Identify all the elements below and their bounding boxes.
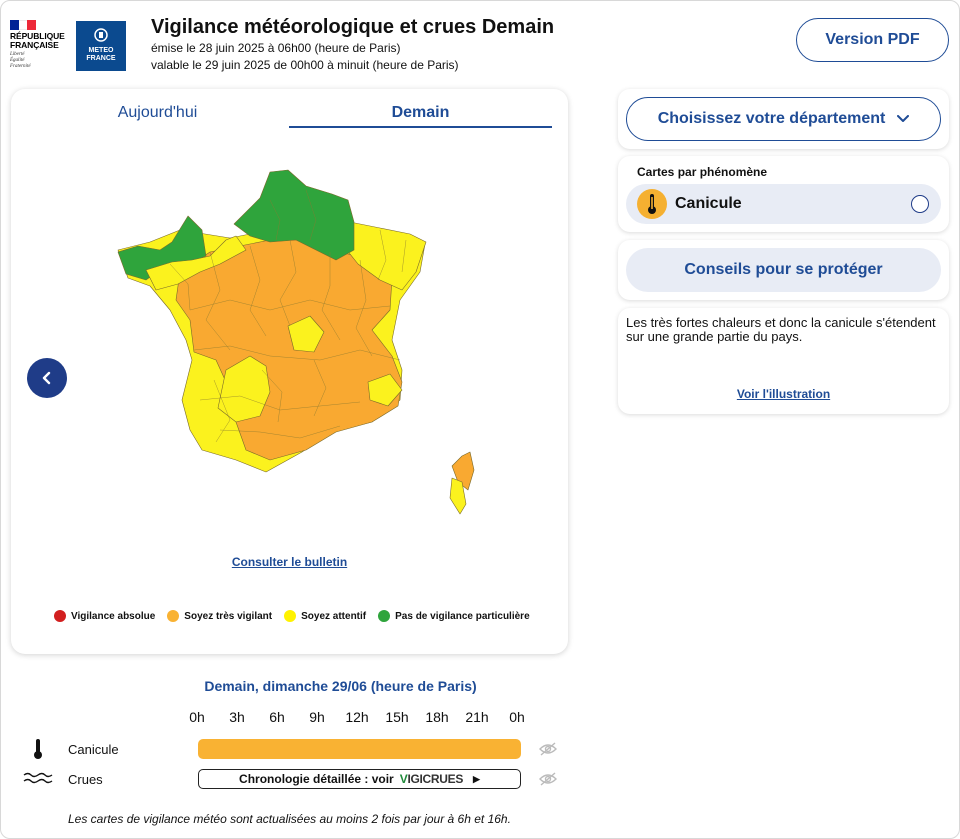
map-zone-yellow-normandy — [145, 235, 247, 291]
footer-note: Les cartes de vigilance météo sont actua… — [68, 812, 511, 826]
legend-label: Soyez attentif — [301, 610, 367, 622]
mf-line2: FRANCE — [86, 55, 116, 62]
timeline-bar-canicule[interactable] — [198, 739, 521, 759]
description-card — [618, 308, 949, 414]
conseils-button[interactable]: Conseils pour se protéger — [626, 248, 941, 292]
bulletin-link[interactable]: Consulter le bulletin — [231, 555, 348, 569]
timeline-hour: 18h — [425, 709, 449, 725]
legend-item-green: Pas de vigilance particulière — [378, 610, 530, 622]
map-zone-yellow-ne — [341, 221, 427, 291]
french-flag-icon — [10, 20, 37, 30]
timeline-hour: 15h — [385, 709, 409, 725]
rf-name-line1: RÉPUBLIQUE — [10, 31, 65, 41]
chevron-left-icon — [42, 371, 51, 385]
legend-dot-red — [54, 610, 66, 622]
phenomenon-description: Les très fortes chaleurs et donc la cani… — [626, 315, 936, 344]
emission-date: émise le 28 juin 2025 à 06h00 (heure de … — [151, 41, 401, 55]
validity-date: valable le 29 juin 2025 de 00h00 à minui… — [151, 58, 459, 72]
waves-icon — [22, 771, 54, 790]
timeline-row-label-crues: Crues — [68, 772, 103, 787]
rf-name-line2: FRANÇAISE — [10, 40, 59, 50]
previous-day-button[interactable] — [27, 358, 67, 398]
chronology-text: Chronologie détaillée : voir — [239, 772, 394, 786]
legend-dot-green — [378, 610, 391, 622]
eye-slash-icon[interactable] — [538, 741, 558, 757]
play-icon: ▶ — [473, 773, 480, 784]
legend-dot-orange — [167, 610, 180, 622]
phenomena-title: Cartes par phénomène — [637, 165, 768, 179]
rf-motto-2: Égalité — [10, 58, 25, 63]
timeline-hour: 12h — [345, 709, 369, 725]
chevron-down-icon — [897, 115, 910, 123]
timeline-date: Demain, dimanche 29/06 (heure de Paris) — [204, 678, 477, 694]
rf-motto-1: Liberté — [10, 52, 25, 57]
rf-motto-3: Fraternité — [10, 64, 31, 69]
thermometer-icon — [22, 738, 54, 765]
vigilance-map[interactable] — [110, 160, 490, 520]
map-zone-green-north — [233, 169, 355, 261]
legend-item-red: Vigilance absolue — [54, 610, 155, 622]
tab-today[interactable]: Aujourd'hui — [117, 104, 198, 121]
legend-item-orange: Soyez très vigilant — [167, 610, 272, 622]
map-zone-corsica-yellow — [449, 477, 467, 515]
vigicrues-logo: VIGICRUES — [399, 772, 464, 786]
timeline-hour: 9h — [309, 709, 325, 725]
vigicrues-chronology-link[interactable]: Chronologie détaillée : voir VIGICRUES ▶ — [198, 769, 521, 789]
timeline-hour: 3h — [229, 709, 245, 725]
eye-slash-icon[interactable] — [538, 771, 558, 787]
department-select-label: Choisissez votre département — [657, 110, 886, 127]
legend-label: Vigilance absolue — [71, 610, 156, 622]
map-zone-yellow-centre — [217, 355, 271, 423]
legend-label: Soyez très vigilant — [184, 610, 273, 622]
meteo-france-logo[interactable]: METEO FRANCE — [76, 21, 126, 71]
mf-line1: METEO — [88, 47, 114, 54]
republique-francaise-logo: RÉPUBLIQUE FRANÇAISE Liberté Égalité Fra… — [10, 20, 70, 70]
legend-label: Pas de vigilance particulière — [395, 610, 530, 622]
department-select-button[interactable]: Choisissez votre département — [626, 97, 941, 141]
timeline-hour: 0h — [189, 709, 205, 725]
thermometer-icon — [637, 189, 667, 219]
legend-item-yellow: Soyez attentif — [284, 610, 366, 622]
page-title: Vigilance météorologique et crues Demain — [151, 16, 555, 38]
map-zone-yellow-east — [367, 373, 403, 407]
tab-tomorrow[interactable]: Demain — [289, 104, 552, 128]
timeline-hour: 0h — [509, 709, 525, 725]
meteo-france-icon — [76, 28, 126, 45]
timeline-hour: 6h — [269, 709, 285, 725]
phenomenon-label: Canicule — [675, 195, 742, 212]
map-legend: Vigilance absolue Soyez très vigilant So… — [54, 610, 542, 622]
phenomenon-radio[interactable] — [911, 195, 929, 213]
phenomenon-canicule-option[interactable]: Canicule — [626, 184, 941, 224]
pdf-version-button[interactable]: Version PDF — [796, 18, 949, 62]
map-zone-yellow-centre2 — [287, 315, 325, 353]
illustration-link[interactable]: Voir l'illustration — [736, 387, 831, 401]
timeline-row-label-canicule: Canicule — [68, 742, 119, 757]
legend-dot-yellow — [284, 610, 297, 622]
timeline-hour: 21h — [465, 709, 489, 725]
